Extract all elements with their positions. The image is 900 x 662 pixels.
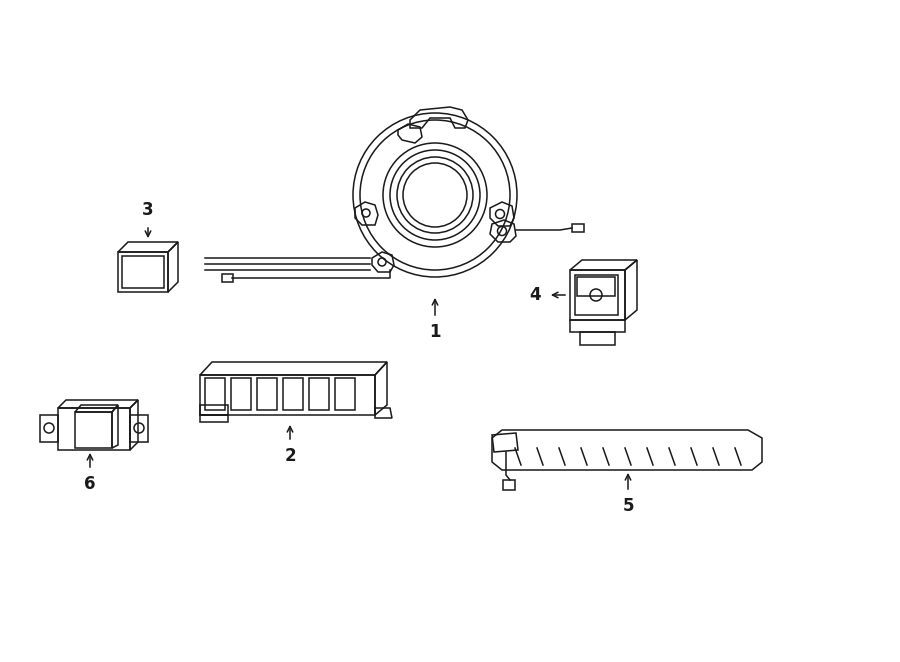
Text: 2: 2: [284, 447, 296, 465]
Text: 6: 6: [85, 475, 95, 493]
Text: 4: 4: [529, 286, 541, 304]
Text: 1: 1: [429, 323, 441, 341]
Text: 3: 3: [142, 201, 154, 219]
Text: 5: 5: [622, 497, 634, 515]
